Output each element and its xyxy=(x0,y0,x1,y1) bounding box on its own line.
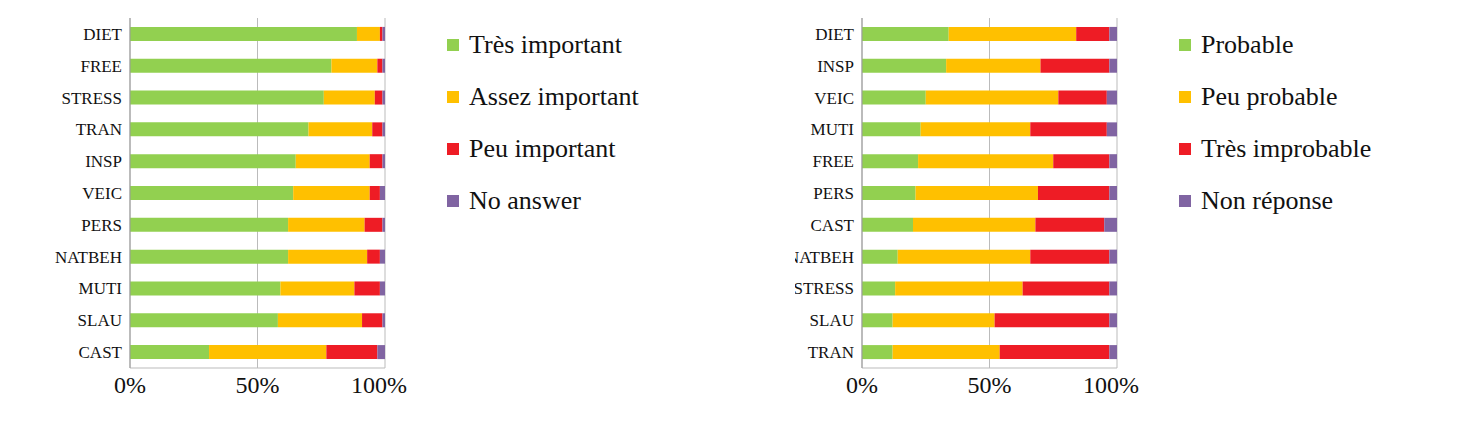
svg-text:SLAU: SLAU xyxy=(810,311,854,330)
svg-text:MUTI: MUTI xyxy=(79,279,123,298)
svg-text:FREE: FREE xyxy=(80,57,122,76)
svg-text:CAST: CAST xyxy=(79,343,123,362)
html-text:Très important: Très important xyxy=(469,30,622,59)
svg-text:CAST: CAST xyxy=(811,216,855,235)
html-text:Peu important: Peu important xyxy=(469,134,616,163)
svg-text:0%: 0% xyxy=(114,372,146,398)
svg-text:PERS: PERS xyxy=(81,216,122,235)
svg-text:50%: 50% xyxy=(968,372,1012,398)
html-text:Assez important: Assez important xyxy=(469,82,639,111)
html-text:Probable: Probable xyxy=(1201,30,1294,59)
svg-text:FREE: FREE xyxy=(812,152,854,171)
svg-text:50%: 50% xyxy=(236,372,280,398)
svg-text:DIET: DIET xyxy=(815,25,854,44)
svg-text:VEIC: VEIC xyxy=(814,89,854,108)
svg-text:STRESS: STRESS xyxy=(62,89,122,108)
svg-text:TRAN: TRAN xyxy=(76,120,122,139)
html-text:Non réponse: Non réponse xyxy=(1201,186,1334,215)
svg-text:NATBEH: NATBEH xyxy=(55,248,122,267)
html-text:Très improbable: Très improbable xyxy=(1201,134,1372,163)
svg-text:NATBEH: NATBEH xyxy=(795,248,854,267)
svg-text:DIET: DIET xyxy=(83,25,122,44)
svg-text:INSP: INSP xyxy=(817,57,854,76)
svg-text:VEIC: VEIC xyxy=(82,184,122,203)
svg-text:0%: 0% xyxy=(846,372,878,398)
svg-text:MUTI: MUTI xyxy=(811,120,855,139)
svg-text:TRAN: TRAN xyxy=(808,343,854,362)
html-text:No answer: No answer xyxy=(469,186,581,215)
svg-text:INSP: INSP xyxy=(85,152,122,171)
html-text:Peu probable: Peu probable xyxy=(1201,82,1338,111)
svg-text:100%: 100% xyxy=(1083,372,1139,398)
svg-text:PERS: PERS xyxy=(813,184,854,203)
svg-text:100%: 100% xyxy=(351,372,407,398)
svg-text:SLAU: SLAU xyxy=(78,311,122,330)
svg-text:STRESS: STRESS xyxy=(795,279,854,298)
